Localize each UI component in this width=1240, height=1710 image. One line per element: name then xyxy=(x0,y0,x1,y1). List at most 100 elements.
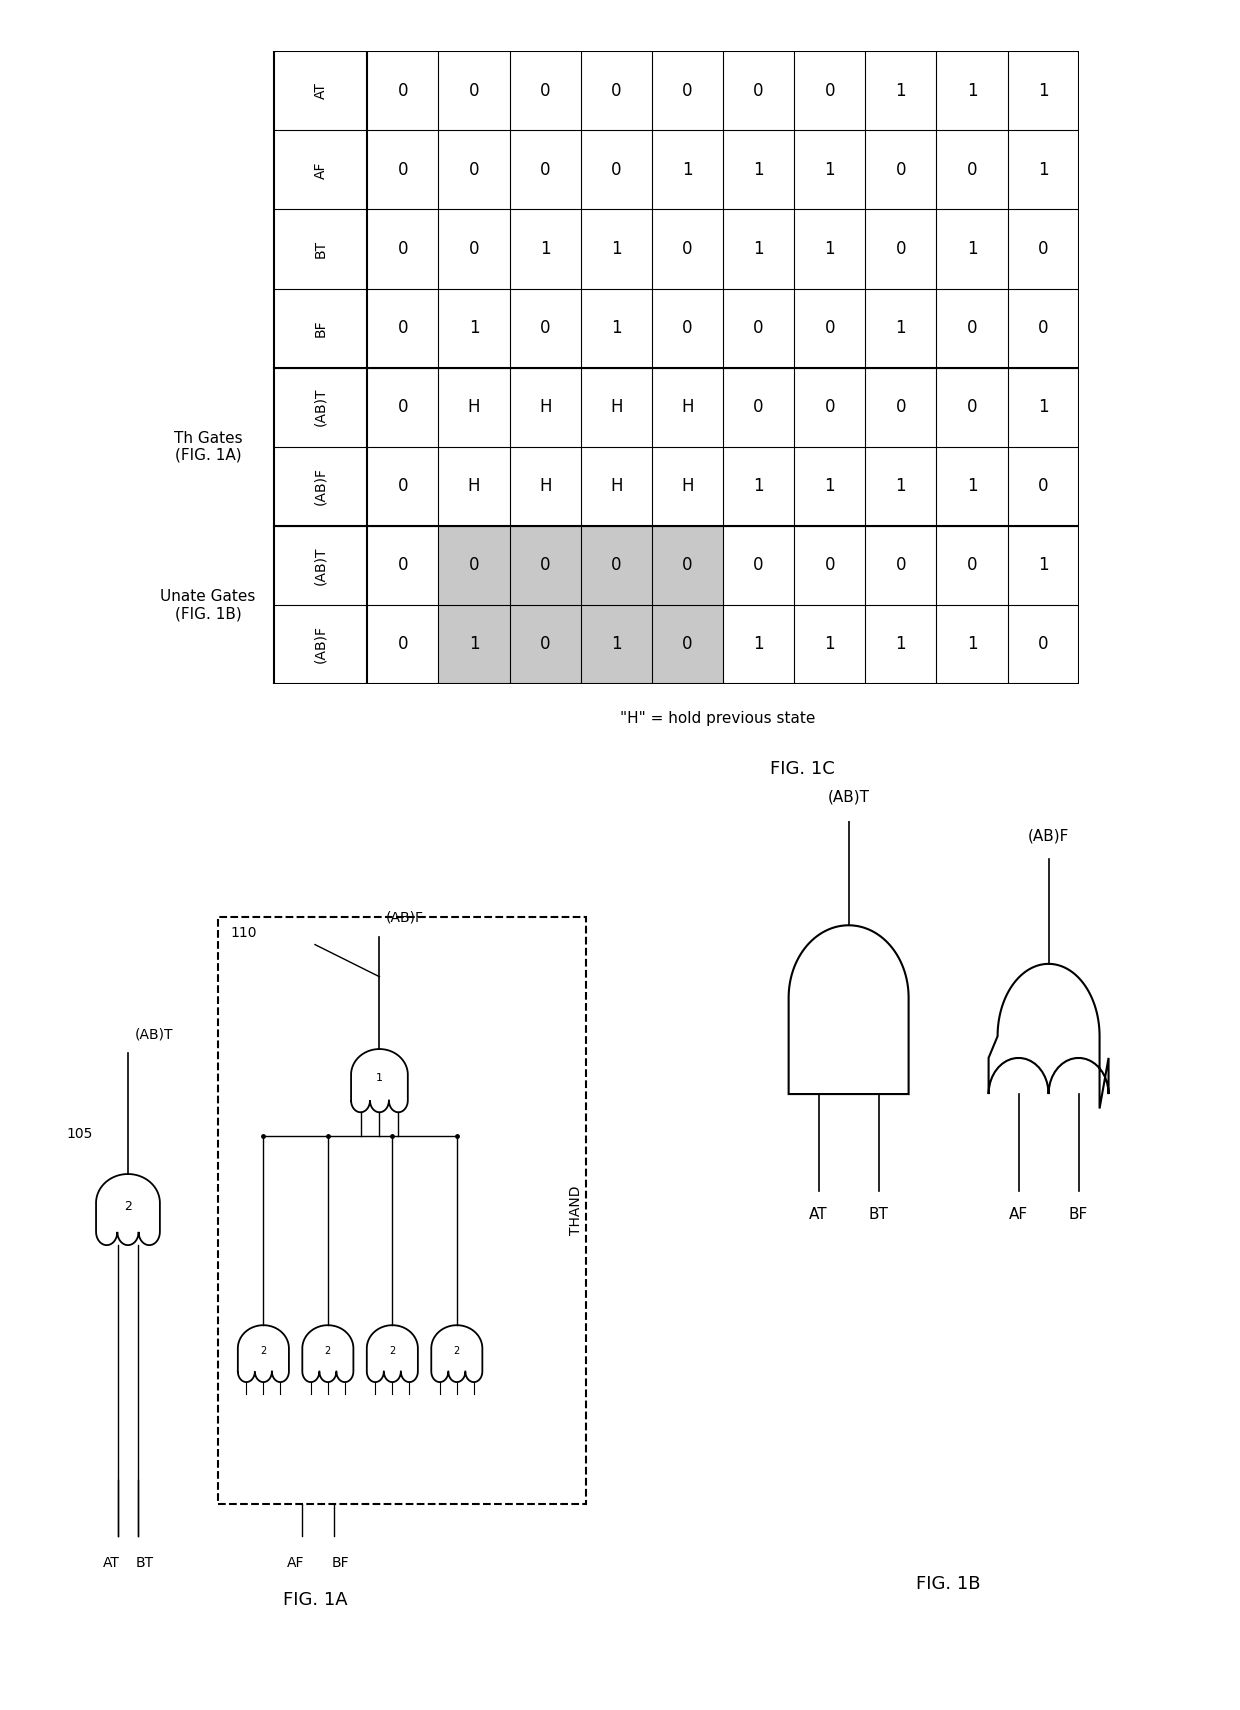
Text: 0: 0 xyxy=(682,556,693,575)
Text: FIG. 1A: FIG. 1A xyxy=(283,1592,347,1609)
Text: 2: 2 xyxy=(389,1346,396,1356)
Text: H: H xyxy=(681,477,693,496)
Text: 1: 1 xyxy=(754,161,764,180)
Text: THAND: THAND xyxy=(569,1185,583,1235)
Text: H: H xyxy=(467,477,480,496)
Text: 0: 0 xyxy=(895,161,906,180)
Text: 1: 1 xyxy=(825,477,835,496)
Text: 0: 0 xyxy=(825,398,835,416)
Text: FIG. 1B: FIG. 1B xyxy=(916,1575,981,1594)
Text: 0: 0 xyxy=(967,161,977,180)
Text: 0: 0 xyxy=(754,320,764,337)
Text: 1: 1 xyxy=(754,636,764,653)
Text: 0: 0 xyxy=(539,636,551,653)
Text: 0: 0 xyxy=(539,320,551,337)
Text: 0: 0 xyxy=(469,161,480,180)
Text: (AB)F: (AB)F xyxy=(386,910,424,925)
Text: 0: 0 xyxy=(895,556,906,575)
Text: 0: 0 xyxy=(398,320,408,337)
Text: 1: 1 xyxy=(469,636,480,653)
Text: 0: 0 xyxy=(398,477,408,496)
Text: 1: 1 xyxy=(967,239,977,258)
Text: 1: 1 xyxy=(376,1072,383,1082)
Bar xyxy=(439,527,723,684)
Text: 1: 1 xyxy=(967,477,977,496)
Text: "H" = hold previous state: "H" = hold previous state xyxy=(620,711,816,725)
Text: H: H xyxy=(539,477,552,496)
Text: 0: 0 xyxy=(469,556,480,575)
Text: (AB)T: (AB)T xyxy=(134,1028,172,1041)
Text: (AB)T: (AB)T xyxy=(827,790,869,805)
Polygon shape xyxy=(95,1175,160,1245)
Polygon shape xyxy=(432,1325,482,1382)
Text: AT: AT xyxy=(810,1207,828,1221)
Text: AF: AF xyxy=(286,1556,304,1570)
Text: 0: 0 xyxy=(611,82,621,99)
Text: BF: BF xyxy=(332,1556,350,1570)
Text: Unate Gates
(FIG. 1B): Unate Gates (FIG. 1B) xyxy=(160,588,255,621)
Text: AT: AT xyxy=(314,82,327,99)
Text: 1: 1 xyxy=(967,82,977,99)
Polygon shape xyxy=(303,1325,353,1382)
Text: 0: 0 xyxy=(1038,636,1049,653)
Polygon shape xyxy=(351,1048,408,1112)
Text: 1: 1 xyxy=(895,320,906,337)
Text: 1: 1 xyxy=(754,477,764,496)
Text: (AB)F: (AB)F xyxy=(1028,828,1069,843)
Text: H: H xyxy=(681,398,693,416)
Text: 0: 0 xyxy=(682,320,693,337)
Text: 0: 0 xyxy=(398,556,408,575)
Text: BT: BT xyxy=(314,239,327,258)
Text: 0: 0 xyxy=(398,239,408,258)
Text: 0: 0 xyxy=(1038,239,1049,258)
Text: 0: 0 xyxy=(825,320,835,337)
Text: 2: 2 xyxy=(124,1200,131,1212)
Text: (AB)T: (AB)T xyxy=(314,545,327,585)
Text: 1: 1 xyxy=(1038,161,1049,180)
Text: 1: 1 xyxy=(611,636,621,653)
Text: 0: 0 xyxy=(539,161,551,180)
Text: 0: 0 xyxy=(1038,477,1049,496)
Text: 1: 1 xyxy=(682,161,693,180)
Text: 1: 1 xyxy=(1038,556,1049,575)
Text: 0: 0 xyxy=(895,398,906,416)
Text: 1: 1 xyxy=(895,477,906,496)
Text: 0: 0 xyxy=(1038,320,1049,337)
Text: 0: 0 xyxy=(754,556,764,575)
Text: 0: 0 xyxy=(611,556,621,575)
Text: 1: 1 xyxy=(895,82,906,99)
Polygon shape xyxy=(988,964,1109,1108)
Text: H: H xyxy=(467,398,480,416)
Text: BT: BT xyxy=(136,1556,154,1570)
Text: 0: 0 xyxy=(398,636,408,653)
Text: 0: 0 xyxy=(967,398,977,416)
Text: AT: AT xyxy=(103,1556,119,1570)
Text: 2: 2 xyxy=(325,1346,331,1356)
Text: 1: 1 xyxy=(754,239,764,258)
Text: 0: 0 xyxy=(539,556,551,575)
Text: H: H xyxy=(610,477,622,496)
Text: 0: 0 xyxy=(895,239,906,258)
Text: 0: 0 xyxy=(398,161,408,180)
Text: 1: 1 xyxy=(1038,398,1049,416)
Text: 105: 105 xyxy=(66,1127,93,1141)
Text: 1: 1 xyxy=(825,636,835,653)
Text: Th Gates
(FIG. 1A): Th Gates (FIG. 1A) xyxy=(174,431,243,463)
Text: 0: 0 xyxy=(825,556,835,575)
Text: 1: 1 xyxy=(967,636,977,653)
Text: 1: 1 xyxy=(825,239,835,258)
Text: 0: 0 xyxy=(469,82,480,99)
Polygon shape xyxy=(238,1325,289,1382)
Text: 0: 0 xyxy=(398,82,408,99)
Text: 110: 110 xyxy=(231,925,257,939)
Text: 0: 0 xyxy=(754,398,764,416)
Text: 1: 1 xyxy=(611,239,621,258)
Text: 0: 0 xyxy=(754,82,764,99)
Text: 1: 1 xyxy=(895,636,906,653)
Polygon shape xyxy=(367,1325,418,1382)
Text: 0: 0 xyxy=(539,82,551,99)
Text: BF: BF xyxy=(1069,1207,1089,1221)
Text: 0: 0 xyxy=(469,239,480,258)
Text: 2: 2 xyxy=(454,1346,460,1356)
Text: H: H xyxy=(610,398,622,416)
